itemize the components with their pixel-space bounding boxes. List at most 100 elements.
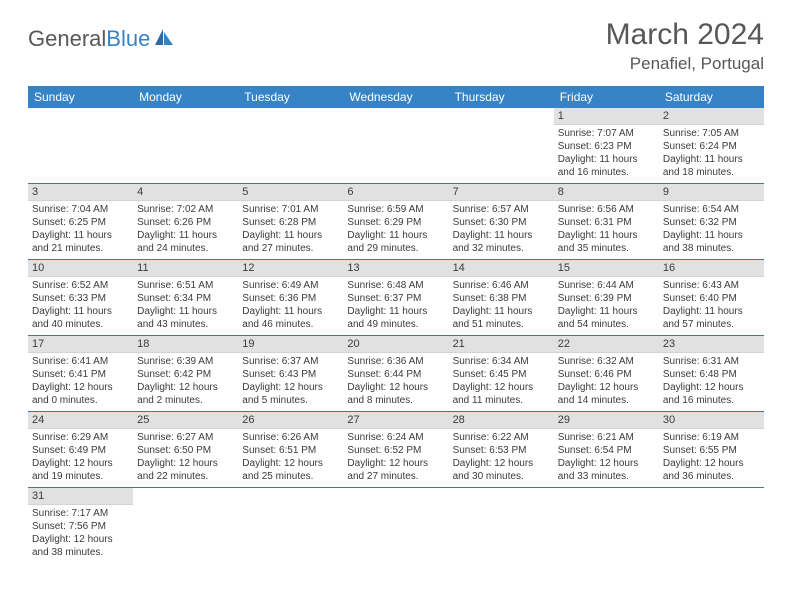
sunrise-text: Sunrise: 7:04 AM <box>32 203 129 216</box>
daylight-text: Daylight: 11 hours <box>32 229 129 242</box>
day-number: 3 <box>28 184 133 201</box>
day-number: 20 <box>343 336 448 353</box>
daylight-text: and 5 minutes. <box>242 394 339 407</box>
sunrise-text: Sunrise: 7:01 AM <box>242 203 339 216</box>
day-number: 21 <box>449 336 554 353</box>
sunset-text: Sunset: 6:48 PM <box>663 368 760 381</box>
day-content: Sunrise: 6:46 AMSunset: 6:38 PMDaylight:… <box>449 277 554 335</box>
sunrise-text: Sunrise: 6:54 AM <box>663 203 760 216</box>
logo-text-general: General <box>28 26 106 52</box>
daylight-text: Daylight: 12 hours <box>137 381 234 394</box>
daylight-text: and 33 minutes. <box>558 470 655 483</box>
sunrise-text: Sunrise: 6:19 AM <box>663 431 760 444</box>
sunrise-text: Sunrise: 6:36 AM <box>347 355 444 368</box>
sunrise-text: Sunrise: 6:24 AM <box>347 431 444 444</box>
daylight-text: and 16 minutes. <box>558 166 655 179</box>
sunset-text: Sunset: 6:37 PM <box>347 292 444 305</box>
day-number: 9 <box>659 184 764 201</box>
logo: GeneralBlue <box>28 26 175 52</box>
sunset-text: Sunset: 6:24 PM <box>663 140 760 153</box>
day-number: 5 <box>238 184 343 201</box>
daylight-text: Daylight: 12 hours <box>32 533 129 546</box>
daylight-text: Daylight: 11 hours <box>663 305 760 318</box>
sunset-text: Sunset: 6:42 PM <box>137 368 234 381</box>
calendar-cell <box>659 488 764 564</box>
sunset-text: Sunset: 6:26 PM <box>137 216 234 229</box>
daylight-text: Daylight: 12 hours <box>347 381 444 394</box>
sunrise-text: Sunrise: 6:49 AM <box>242 279 339 292</box>
daylight-text: Daylight: 11 hours <box>242 305 339 318</box>
calendar-row: 1Sunrise: 7:07 AMSunset: 6:23 PMDaylight… <box>28 108 764 184</box>
day-number: 6 <box>343 184 448 201</box>
sunrise-text: Sunrise: 7:05 AM <box>663 127 760 140</box>
day-content: Sunrise: 6:44 AMSunset: 6:39 PMDaylight:… <box>554 277 659 335</box>
daylight-text: and 38 minutes. <box>32 546 129 559</box>
page-title: March 2024 <box>606 18 764 52</box>
calendar-cell: 24Sunrise: 6:29 AMSunset: 6:49 PMDayligh… <box>28 412 133 488</box>
calendar-cell: 30Sunrise: 6:19 AMSunset: 6:55 PMDayligh… <box>659 412 764 488</box>
header: GeneralBlue March 2024 Penafiel, Portuga… <box>28 18 764 74</box>
daylight-text: and 43 minutes. <box>137 318 234 331</box>
sunset-text: Sunset: 6:23 PM <box>558 140 655 153</box>
daylight-text: Daylight: 12 hours <box>32 457 129 470</box>
calendar-cell: 28Sunrise: 6:22 AMSunset: 6:53 PMDayligh… <box>449 412 554 488</box>
calendar-row: 17Sunrise: 6:41 AMSunset: 6:41 PMDayligh… <box>28 336 764 412</box>
calendar-cell: 21Sunrise: 6:34 AMSunset: 6:45 PMDayligh… <box>449 336 554 412</box>
daylight-text: and 30 minutes. <box>453 470 550 483</box>
calendar-cell: 23Sunrise: 6:31 AMSunset: 6:48 PMDayligh… <box>659 336 764 412</box>
daylight-text: Daylight: 12 hours <box>558 457 655 470</box>
weekday-header: Thursday <box>449 86 554 108</box>
daylight-text: and 18 minutes. <box>663 166 760 179</box>
calendar-cell: 19Sunrise: 6:37 AMSunset: 6:43 PMDayligh… <box>238 336 343 412</box>
sunset-text: Sunset: 6:33 PM <box>32 292 129 305</box>
daylight-text: Daylight: 11 hours <box>453 229 550 242</box>
calendar-cell: 10Sunrise: 6:52 AMSunset: 6:33 PMDayligh… <box>28 260 133 336</box>
sunset-text: Sunset: 6:53 PM <box>453 444 550 457</box>
day-content: Sunrise: 6:19 AMSunset: 6:55 PMDaylight:… <box>659 429 764 487</box>
daylight-text: Daylight: 12 hours <box>663 381 760 394</box>
sunset-text: Sunset: 6:36 PM <box>242 292 339 305</box>
calendar-cell: 29Sunrise: 6:21 AMSunset: 6:54 PMDayligh… <box>554 412 659 488</box>
sunrise-text: Sunrise: 6:27 AM <box>137 431 234 444</box>
daylight-text: Daylight: 11 hours <box>558 305 655 318</box>
calendar-cell: 2Sunrise: 7:05 AMSunset: 6:24 PMDaylight… <box>659 108 764 184</box>
calendar-cell <box>554 488 659 564</box>
daylight-text: Daylight: 11 hours <box>453 305 550 318</box>
day-content: Sunrise: 7:05 AMSunset: 6:24 PMDaylight:… <box>659 125 764 183</box>
sunrise-text: Sunrise: 6:52 AM <box>32 279 129 292</box>
day-content: Sunrise: 6:54 AMSunset: 6:32 PMDaylight:… <box>659 201 764 259</box>
sunrise-text: Sunrise: 6:57 AM <box>453 203 550 216</box>
day-content: Sunrise: 6:49 AMSunset: 6:36 PMDaylight:… <box>238 277 343 335</box>
day-content: Sunrise: 6:51 AMSunset: 6:34 PMDaylight:… <box>133 277 238 335</box>
sunset-text: Sunset: 6:34 PM <box>137 292 234 305</box>
sunrise-text: Sunrise: 7:17 AM <box>32 507 129 520</box>
day-content: Sunrise: 6:39 AMSunset: 6:42 PMDaylight:… <box>133 353 238 411</box>
daylight-text: Daylight: 12 hours <box>558 381 655 394</box>
daylight-text: Daylight: 12 hours <box>663 457 760 470</box>
daylight-text: and 29 minutes. <box>347 242 444 255</box>
day-content: Sunrise: 6:27 AMSunset: 6:50 PMDaylight:… <box>133 429 238 487</box>
calendar-cell: 7Sunrise: 6:57 AMSunset: 6:30 PMDaylight… <box>449 184 554 260</box>
daylight-text: and 22 minutes. <box>137 470 234 483</box>
day-content: Sunrise: 6:56 AMSunset: 6:31 PMDaylight:… <box>554 201 659 259</box>
daylight-text: and 40 minutes. <box>32 318 129 331</box>
day-content: Sunrise: 6:32 AMSunset: 6:46 PMDaylight:… <box>554 353 659 411</box>
sunrise-text: Sunrise: 6:43 AM <box>663 279 760 292</box>
calendar-cell: 8Sunrise: 6:56 AMSunset: 6:31 PMDaylight… <box>554 184 659 260</box>
sail-icon <box>153 27 175 52</box>
sunset-text: Sunset: 6:55 PM <box>663 444 760 457</box>
sunset-text: Sunset: 6:41 PM <box>32 368 129 381</box>
daylight-text: and 51 minutes. <box>453 318 550 331</box>
daylight-text: and 11 minutes. <box>453 394 550 407</box>
daylight-text: and 49 minutes. <box>347 318 444 331</box>
day-number: 18 <box>133 336 238 353</box>
day-content: Sunrise: 6:36 AMSunset: 6:44 PMDaylight:… <box>343 353 448 411</box>
daylight-text: and 46 minutes. <box>242 318 339 331</box>
calendar-cell: 13Sunrise: 6:48 AMSunset: 6:37 PMDayligh… <box>343 260 448 336</box>
day-number: 16 <box>659 260 764 277</box>
calendar-cell: 17Sunrise: 6:41 AMSunset: 6:41 PMDayligh… <box>28 336 133 412</box>
calendar-cell <box>343 488 448 564</box>
sunset-text: Sunset: 6:38 PM <box>453 292 550 305</box>
daylight-text: Daylight: 11 hours <box>242 229 339 242</box>
calendar-cell <box>28 108 133 184</box>
